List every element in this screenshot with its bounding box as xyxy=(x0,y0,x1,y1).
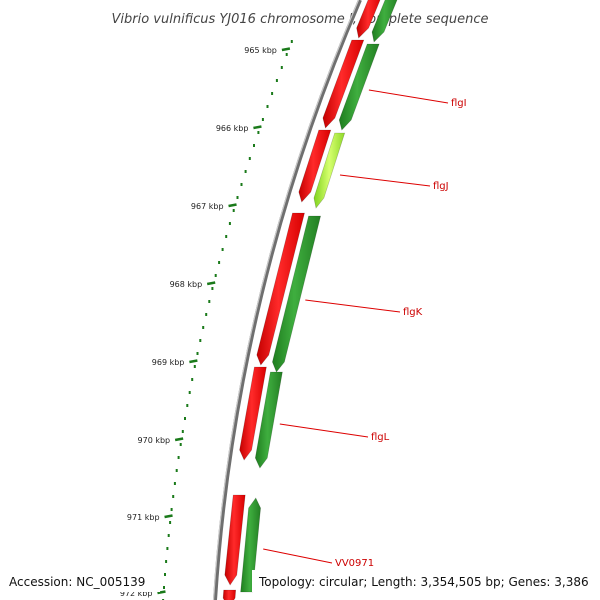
scale-dot xyxy=(290,40,293,43)
scale-dot xyxy=(169,521,172,524)
scale-dot xyxy=(186,404,189,407)
scale-dot xyxy=(205,313,208,316)
scale-dot xyxy=(228,222,231,225)
reverse-cds-arrow xyxy=(224,494,246,586)
scale-tick xyxy=(228,203,237,208)
accession-text: Accession: NC_005139 xyxy=(9,575,145,589)
scale-dot xyxy=(285,53,288,56)
scale-tick xyxy=(281,47,291,52)
reverse-cds-arrow xyxy=(239,366,267,461)
scale-dot xyxy=(232,209,235,212)
forward-cds-arrow xyxy=(240,497,261,593)
scale-tick-label: 972 kbp xyxy=(120,589,153,598)
scale-dot xyxy=(244,170,247,173)
scale-dot xyxy=(184,417,186,420)
scale-dot xyxy=(202,326,205,329)
highlighted-cds-arrow xyxy=(313,132,346,209)
scale-tick-label: 969 kbp xyxy=(152,358,185,367)
scale-dot xyxy=(218,261,221,264)
gene-features xyxy=(222,0,398,600)
scale-dot xyxy=(191,378,194,381)
label-leader-line xyxy=(263,548,333,564)
reverse-cds-arrow xyxy=(322,39,365,129)
gene-label-flgj: flgJ xyxy=(433,181,449,192)
scale-tick-labels: 965 kbp 966 kbp 967 kbp 968 kbp 969 kbp 970 k… xyxy=(120,46,277,598)
accession-backdrop xyxy=(0,570,160,592)
scale-dot xyxy=(248,157,251,160)
scale-dot xyxy=(275,79,278,82)
scale-dot xyxy=(280,66,283,69)
scale-dot xyxy=(173,482,176,485)
label-leader-lines xyxy=(263,89,449,564)
reverse-cds-arrow xyxy=(222,589,237,600)
scale-dot xyxy=(165,560,168,563)
scale-dot xyxy=(179,443,182,446)
forward-cds-arrow xyxy=(272,215,321,373)
scale-tick xyxy=(164,514,173,519)
scale-dot xyxy=(266,105,269,108)
scale-tick-label: 965 kbp xyxy=(244,46,277,55)
scale-dot xyxy=(164,573,166,576)
scale-dot xyxy=(177,456,180,459)
map-title: Vibrio vulnificus YJ016 chromosome I, co… xyxy=(111,12,488,27)
scale-tick-label: 968 kbp xyxy=(170,280,203,289)
topology-backdrop xyxy=(252,570,600,592)
scale-tick-label: 967 kbp xyxy=(191,202,224,211)
forward-cds-arrow xyxy=(371,0,398,43)
scale-dot xyxy=(261,118,264,121)
label-leader-line xyxy=(368,89,449,104)
reverse-cds-arrow xyxy=(256,212,305,366)
scale-dot xyxy=(236,196,239,199)
forward-cds-arrow xyxy=(338,43,380,131)
scale-tick-label: 971 kbp xyxy=(127,513,160,522)
forward-cds-arrow xyxy=(254,371,283,469)
reverse-cds-arrow xyxy=(298,129,332,203)
label-leader-line xyxy=(339,174,431,187)
scale-dot xyxy=(208,300,211,303)
gene-labels: flgI flgJ flgK flgL VV0971 xyxy=(335,98,467,569)
scale-dot xyxy=(196,352,199,355)
gene-label-flgl: flgL xyxy=(371,432,390,443)
scale-dot xyxy=(175,469,178,472)
scale-dot xyxy=(225,235,228,238)
scale-dot xyxy=(214,274,217,277)
gene-label-flgk: flgK xyxy=(403,307,423,318)
label-leader-line xyxy=(305,299,401,313)
scale-dot xyxy=(253,144,255,147)
label-leader-line xyxy=(279,423,369,438)
scale-dot xyxy=(199,339,202,342)
reverse-cds-arrow xyxy=(356,0,381,39)
scale-dot xyxy=(211,287,214,290)
gene-label-vv0971: VV0971 xyxy=(335,558,374,569)
scale-tick xyxy=(157,590,166,595)
scale-dot xyxy=(257,131,260,134)
scale-dot xyxy=(271,92,274,95)
topology-info: Topology: circular; Length: 3,354,505 bp… xyxy=(258,575,589,589)
scale-dot xyxy=(193,365,196,368)
scale-dot xyxy=(172,495,175,498)
scale-tick xyxy=(174,437,184,442)
scale-dot xyxy=(167,534,170,537)
scale-tick-label: 970 kbp xyxy=(138,436,171,445)
scale-tick xyxy=(253,125,262,130)
gene-label-flgi: flgI xyxy=(451,98,467,109)
scale-tick xyxy=(189,359,198,364)
scale-dot xyxy=(221,248,224,251)
chromosome-backbone xyxy=(212,0,362,600)
scale-dot xyxy=(240,183,243,186)
scale-dot-track xyxy=(162,40,293,600)
scale-dot xyxy=(166,547,169,550)
scale-ticks xyxy=(157,47,291,595)
scale-tick-label: 966 kbp xyxy=(216,124,249,133)
scale-dot xyxy=(163,586,165,589)
scale-dot xyxy=(188,391,191,394)
scale-dot xyxy=(170,508,173,511)
scale-dot xyxy=(181,430,184,433)
scale-tick xyxy=(206,281,216,286)
